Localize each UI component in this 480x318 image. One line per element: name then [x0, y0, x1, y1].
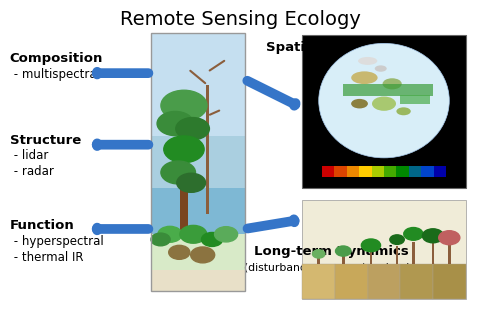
- Bar: [342, 254, 345, 265]
- Circle shape: [177, 173, 205, 192]
- Circle shape: [336, 246, 351, 256]
- Circle shape: [215, 227, 238, 242]
- Bar: [302, 35, 466, 188]
- Ellipse shape: [383, 78, 402, 89]
- Bar: [302, 265, 335, 299]
- Bar: [368, 265, 400, 299]
- Circle shape: [158, 226, 182, 242]
- Bar: [322, 166, 335, 177]
- Bar: [400, 265, 433, 299]
- Bar: [448, 244, 451, 265]
- Text: Structure: Structure: [10, 134, 81, 147]
- Bar: [347, 166, 359, 177]
- Bar: [359, 166, 372, 177]
- Ellipse shape: [372, 97, 396, 111]
- Bar: [433, 166, 446, 177]
- Text: (disturbance, succession, land use): (disturbance, succession, land use): [244, 262, 436, 272]
- Circle shape: [422, 229, 444, 243]
- Circle shape: [164, 136, 204, 162]
- Text: - lidar: - lidar: [10, 149, 48, 162]
- Bar: [180, 157, 188, 234]
- Bar: [317, 257, 320, 265]
- Circle shape: [180, 225, 207, 243]
- Bar: [396, 166, 409, 177]
- Text: - thermal IR: - thermal IR: [10, 251, 83, 264]
- Circle shape: [439, 231, 460, 245]
- Text: Composition: Composition: [10, 52, 103, 66]
- Bar: [302, 200, 466, 299]
- Bar: [335, 265, 368, 299]
- Circle shape: [176, 118, 209, 140]
- Circle shape: [404, 228, 423, 240]
- Text: Long-term Dynamics: Long-term Dynamics: [254, 245, 409, 258]
- Bar: [421, 166, 433, 177]
- Ellipse shape: [351, 71, 378, 84]
- Bar: [372, 166, 384, 177]
- Ellipse shape: [358, 57, 377, 65]
- Bar: [151, 33, 245, 291]
- Bar: [335, 166, 347, 177]
- Bar: [384, 166, 396, 177]
- Text: Function: Function: [10, 219, 74, 232]
- Bar: [433, 265, 466, 299]
- Bar: [396, 246, 398, 265]
- Text: Spatial  Scaling: Spatial Scaling: [266, 41, 383, 54]
- Circle shape: [161, 161, 195, 184]
- Bar: [412, 242, 415, 265]
- Circle shape: [312, 250, 325, 258]
- Bar: [151, 188, 245, 234]
- Bar: [151, 234, 245, 270]
- Circle shape: [361, 239, 381, 252]
- Text: Remote Sensing Ecology: Remote Sensing Ecology: [120, 10, 360, 29]
- Circle shape: [151, 233, 170, 246]
- Ellipse shape: [396, 107, 411, 115]
- Ellipse shape: [351, 99, 368, 108]
- FancyArrow shape: [205, 85, 209, 214]
- Bar: [370, 250, 372, 265]
- Bar: [151, 136, 245, 188]
- Circle shape: [157, 111, 193, 135]
- Bar: [400, 94, 430, 104]
- Bar: [432, 243, 434, 265]
- Circle shape: [191, 247, 215, 263]
- Circle shape: [390, 235, 404, 244]
- Bar: [151, 270, 245, 291]
- Bar: [343, 84, 433, 96]
- Text: - hyperspectral: - hyperspectral: [10, 235, 103, 248]
- Text: - multispectral: - multispectral: [10, 68, 100, 81]
- Ellipse shape: [375, 66, 387, 72]
- Circle shape: [202, 232, 223, 246]
- Circle shape: [161, 90, 207, 121]
- Bar: [409, 166, 421, 177]
- Ellipse shape: [319, 43, 449, 158]
- Text: - radar: - radar: [10, 165, 53, 178]
- Circle shape: [169, 245, 190, 259]
- Bar: [151, 33, 245, 136]
